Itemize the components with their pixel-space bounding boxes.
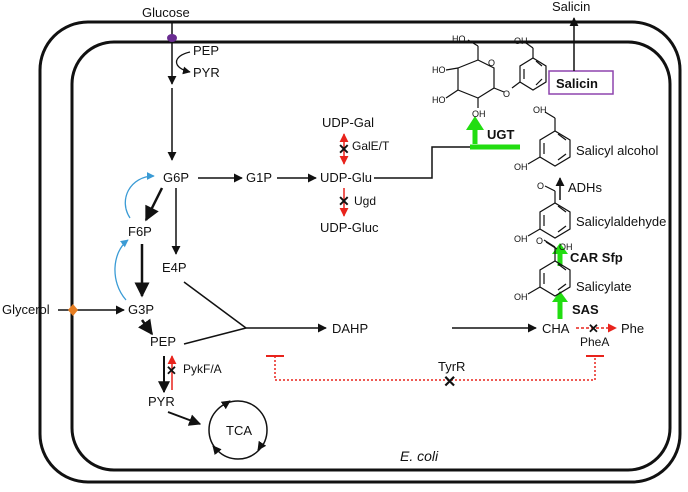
tyrr-label: TyrR: [438, 359, 465, 374]
car-sfp-enzyme-label: CAR Sfp: [570, 250, 623, 265]
salicin-ho-3: HO: [432, 95, 446, 105]
glucose-transporter-icon: [167, 34, 177, 42]
salicyl-alcohol-oh-ring: OH: [514, 162, 528, 172]
salicin-oh-5: OH: [514, 36, 528, 46]
salicylate-carbonyl-o: O: [536, 236, 543, 246]
salicylaldehyde-structure: [527, 185, 571, 239]
salicylaldehyde-label: Salicylaldehyde: [576, 214, 666, 229]
pyr-label: PYR: [148, 394, 175, 409]
phe-label: Phe: [621, 321, 644, 336]
pyr-top-label: PYR: [193, 65, 220, 80]
phea-enzyme-label: PheA: [580, 335, 609, 349]
salicylaldehyde-carbonyl-o: O: [537, 181, 544, 191]
sas-enzyme-label: SAS: [572, 302, 599, 317]
cell-outer-membrane: [38, 20, 682, 484]
salicin-ho-1: HO: [452, 34, 466, 44]
phea-knockout-icon: ✕: [588, 321, 599, 336]
pep-top-label: PEP: [193, 43, 219, 58]
salicyl-alcohol-oh-top: OH: [533, 105, 547, 115]
tca-cycle-ring: [208, 400, 268, 460]
galet-enzyme-label: GalE/T: [352, 139, 390, 153]
glycerol-transporter-icon: [68, 304, 78, 316]
adhs-enzyme-label: ADHs: [568, 180, 602, 195]
pep-label: PEP: [150, 334, 176, 349]
ugt-overexpression-head: [466, 116, 484, 130]
salicin-structure: [445, 39, 547, 108]
udp-gal-label: UDP-Gal: [322, 115, 374, 130]
ugd-knockout-icon: ✕: [338, 193, 350, 209]
pykfa-enzyme-label: PykF/A: [183, 362, 222, 376]
sas-overexpression-head: [552, 291, 568, 302]
salicin-ho-2: HO: [432, 65, 446, 75]
galet-knockout-icon: ✕: [338, 141, 350, 157]
glycerol-label: Glycerol: [2, 302, 50, 317]
udpglu-to-ugt-line: [374, 146, 520, 179]
tyrr-knockout-icon: ✕: [443, 374, 456, 391]
car-sfp-overexpression-head: [552, 243, 568, 254]
g3p-label: G3P: [128, 302, 154, 317]
salicylaldehyde-phenol-oh: OH: [514, 234, 528, 244]
pep-pyr-arc: [175, 51, 191, 75]
salicin-internal-label: Salicin: [556, 76, 598, 91]
tca-cycle-arrow-2: [257, 440, 267, 451]
salicylate-structure: [527, 239, 571, 297]
tyrr-repression-line: [274, 356, 596, 381]
g3p-to-pep-arrow: [138, 318, 154, 336]
salicylate-acid-oh: OH: [559, 242, 573, 252]
g6p-to-f6p-arrow: [144, 187, 164, 222]
salicylate-label: Salicylate: [576, 279, 632, 294]
tca-label: TCA: [226, 423, 252, 438]
salicin-glycosidic-o: O: [503, 89, 510, 99]
ugt-enzyme-label: UGT: [487, 127, 515, 142]
cha-label: CHA: [542, 321, 570, 336]
g3p-to-f6p-cycle-arrow: [114, 239, 129, 301]
e4p-label: E4P: [162, 260, 187, 275]
dahp-label: DAHP: [332, 321, 368, 336]
salicyl-alcohol-structure: [527, 111, 571, 167]
udp-gluc-label: UDP-Gluc: [320, 220, 379, 235]
g1p-label: G1P: [246, 170, 272, 185]
tca-cycle-arrow-1: [220, 400, 231, 410]
cell-inner-membrane: [70, 40, 672, 472]
pyr-to-tca-arrow: [167, 411, 202, 426]
salicylate-phenol-oh: OH: [514, 292, 528, 302]
pykfa-knockout-icon: ✕: [166, 363, 177, 378]
glucose-label: Glucose: [142, 5, 190, 20]
g6p-label: G6P: [163, 170, 189, 185]
organism-label: E. coli: [400, 448, 439, 464]
salicin-external-label: Salicin: [552, 0, 590, 14]
salicyl-alcohol-label: Salicyl alcohol: [576, 143, 658, 158]
ugd-enzyme-label: Ugd: [354, 194, 376, 208]
salicin-box: [548, 70, 614, 95]
f6p-label: F6P: [128, 224, 152, 239]
salicin-oh-4: OH: [472, 109, 486, 119]
e4p-to-junction-line: [183, 281, 247, 329]
udp-glu-label: UDP-Glu: [320, 170, 372, 185]
f6p-to-g6p-cycle-arrow: [124, 172, 155, 219]
pep-to-junction-line: [183, 327, 247, 345]
tca-cycle-arrow-3: [212, 445, 222, 456]
salicin-ring-o: O: [488, 58, 495, 68]
